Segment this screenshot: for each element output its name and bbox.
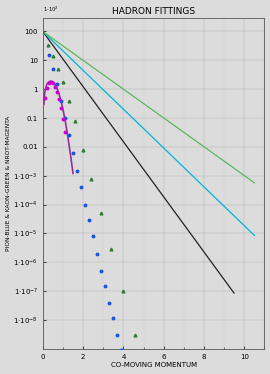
X-axis label: CO-MOVING MOMENTUM: CO-MOVING MOMENTUM (110, 362, 197, 368)
Y-axis label: PION-BLUE & KAON-GREEN & NROT-MAGENTA: PION-BLUE & KAON-GREEN & NROT-MAGENTA (6, 116, 11, 251)
Title: HADRON FITTINGS: HADRON FITTINGS (112, 7, 195, 16)
Text: 1$\cdot$10$^{2}$: 1$\cdot$10$^{2}$ (43, 5, 59, 15)
